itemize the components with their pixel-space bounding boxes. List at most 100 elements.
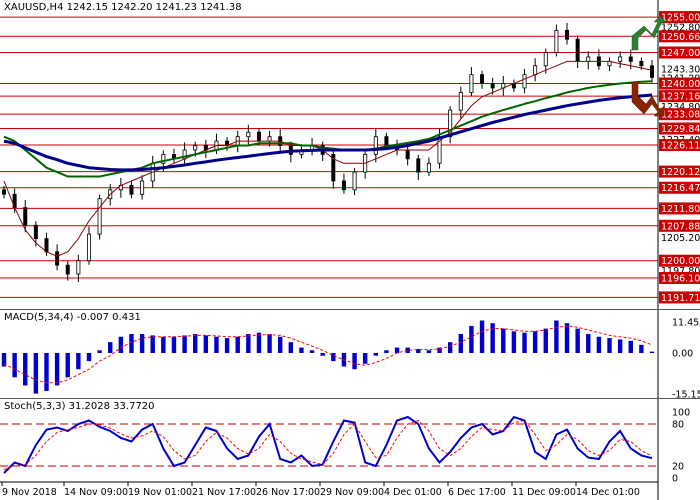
macd-bar (277, 336, 283, 353)
level-label: 1250.66 (661, 32, 700, 43)
macd-bar (394, 347, 400, 353)
level-label-bg (659, 181, 700, 194)
macd-bar (532, 331, 538, 353)
price-tick-label: 1197.80 (661, 266, 700, 277)
time-axis-layer: 9 Nov 2018 14 Nov 09:00 19 Nov 01:00 21 Nov… (0, 481, 658, 498)
macd-bar (362, 352, 368, 364)
level-label: 1191.71 (661, 293, 700, 304)
price-tick-label: 1252.80 (661, 22, 700, 33)
macd-bar (628, 340, 633, 353)
candle-body (267, 136, 272, 142)
macd-bar (501, 328, 506, 353)
macd-bar (320, 352, 325, 356)
macd-bar (352, 352, 357, 370)
level-label-bg (659, 139, 700, 152)
candle-body (44, 238, 49, 253)
macd-bar (214, 336, 219, 353)
candle-body (490, 83, 495, 89)
level-label-bg (659, 165, 700, 178)
macd-bar (596, 336, 602, 353)
time-tick-label: 14 Nov 09:00 (64, 487, 128, 498)
macd-bar (44, 352, 49, 391)
candle-body (405, 149, 410, 160)
candle-body (97, 198, 102, 235)
level-label: 1237.16 (661, 92, 700, 103)
macd-bar (54, 352, 60, 386)
level-label: 1200.00 (661, 256, 700, 267)
macd-tick-label: 0.00 (672, 348, 693, 359)
level-label-bg (659, 254, 700, 267)
macd-bar (511, 331, 517, 353)
macd-bar (139, 334, 145, 353)
candle-body (469, 74, 474, 93)
macd-bar (12, 352, 17, 378)
macd-bar (586, 334, 591, 353)
macd-tick-label: -15.157 (672, 390, 700, 401)
candle-body (448, 109, 453, 138)
candle-body (55, 251, 60, 266)
macd-bar (373, 352, 379, 356)
macd-bar (224, 338, 230, 353)
macd-bar (76, 352, 81, 370)
ma-line-1 (3, 60, 653, 257)
level-label-bg (659, 30, 700, 43)
macd-bar (522, 332, 527, 353)
macd-bar (246, 334, 251, 353)
main-chart-header: XAUUSD,H4 1242.15 1242.20 1241.23 1241.3… (4, 2, 242, 13)
stochastic-layer (0, 415, 658, 474)
price-tick-label: 1234.80 (661, 102, 700, 113)
macd-bar (97, 350, 102, 353)
macd-bar (617, 339, 623, 353)
level-label-bg (659, 219, 700, 232)
macd-bar (458, 334, 463, 353)
candle-body (618, 56, 623, 62)
time-tick-label: 9 Nov 2018 (2, 487, 57, 498)
time-tick-label: 14 Dec 01:00 (576, 487, 640, 498)
level-label-bg (659, 90, 700, 103)
candle-body (543, 52, 548, 67)
level-label: 1229.84 (661, 124, 700, 135)
level-label: 1207.88 (661, 221, 700, 232)
candle-body (554, 29, 559, 53)
level-label-bg (659, 11, 700, 24)
macd-bar (150, 335, 155, 353)
macd-header: MACD(5,34,4) -0.007 0.431 (4, 312, 141, 323)
level-label: 1233.08 (661, 110, 700, 121)
level-label-bg (659, 77, 700, 90)
macd-tick-label: 11.451 (672, 318, 700, 329)
macd-bar (309, 350, 315, 353)
time-tick-label: 29 Nov 09:00 (320, 487, 384, 498)
level-label: 1211.80 (661, 204, 700, 215)
macd-bar (416, 348, 421, 353)
level-label: 1216.47 (661, 183, 700, 194)
candle-body (76, 260, 81, 275)
candle-body (650, 65, 655, 78)
macd-bar (639, 344, 644, 353)
level-label: 1240.00 (661, 79, 700, 90)
candle-body (586, 56, 591, 62)
macd-bar (193, 334, 198, 353)
pane-separator-2 (0, 398, 700, 399)
macd-bar (288, 342, 294, 353)
candle-body (384, 136, 389, 146)
time-tick-label: 6 Dec 17:00 (448, 487, 506, 498)
macd-bar (108, 342, 113, 353)
level-label-bg (659, 202, 700, 215)
candle-body (533, 65, 538, 76)
macd-bar (607, 338, 612, 353)
candle-body (480, 74, 485, 84)
up-trend-arrow-icon (631, 15, 667, 51)
candle-body (639, 60, 644, 67)
candle-body (161, 153, 166, 164)
candle-body (426, 162, 431, 173)
macd-bar (447, 342, 453, 353)
macd-bar (118, 336, 124, 353)
macd-bar (426, 350, 432, 353)
candle-body (140, 180, 145, 195)
level-label: 1247.00 (661, 48, 700, 59)
macd-bar (469, 325, 474, 353)
stoch-d-line (3, 419, 653, 470)
level-label-bg (659, 291, 700, 304)
candle-body (575, 38, 580, 62)
candle-body (256, 131, 261, 142)
